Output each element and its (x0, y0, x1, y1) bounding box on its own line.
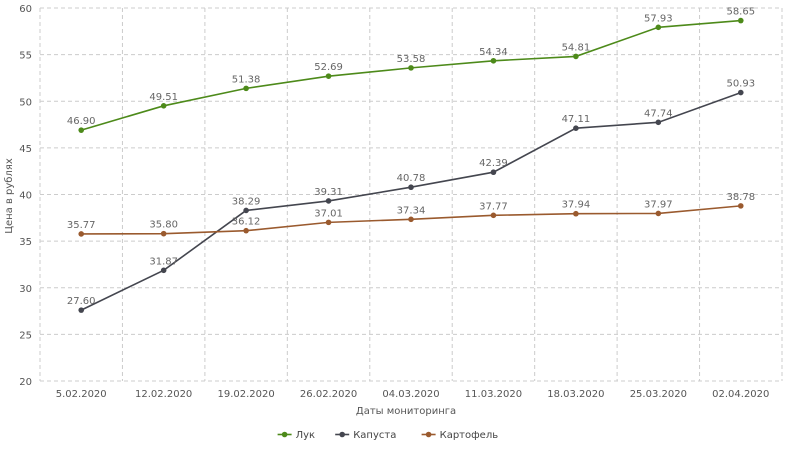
x-tick-label: 02.04.2020 (712, 389, 769, 400)
data-label: 38.29 (232, 196, 261, 207)
data-label: 40.78 (397, 173, 426, 184)
x-tick-label: 12.02.2020 (135, 389, 192, 400)
data-label: 54.34 (479, 47, 508, 58)
data-point[interactable] (573, 125, 579, 131)
legend[interactable]: Лук Капуста Картофель (277, 430, 499, 441)
data-point[interactable] (243, 207, 249, 214)
data-label: 54.81 (562, 42, 591, 53)
series-line (80, 19, 741, 131)
x-axis-title: Даты мониторинга (356, 406, 456, 417)
legend-label: Картофель (440, 430, 499, 441)
y-tick-label: 60 (19, 4, 32, 15)
data-label: 37.01 (314, 208, 343, 219)
data-point[interactable] (243, 85, 249, 92)
data-labels: 46.90 49.51 51.38 52.69 53.58 54.34 54.81 57.93… (67, 7, 755, 308)
series-1 (78, 17, 744, 133)
data-label: 37.97 (644, 199, 673, 210)
data-point[interactable] (408, 65, 414, 71)
y-axis-title: Цена в рублях (4, 158, 15, 234)
data-point[interactable] (655, 119, 662, 126)
x-tick-label: 5.02.2020 (56, 389, 107, 400)
data-label: 31.87 (149, 256, 178, 267)
data-point[interactable] (737, 89, 744, 96)
data-label: 58.65 (726, 7, 755, 18)
y-tick-label: 25 (19, 330, 32, 341)
legend-swatch-marker (339, 431, 346, 438)
data-label: 37.34 (397, 205, 426, 216)
data-point[interactable] (573, 210, 579, 217)
y-tick-label: 35 (19, 237, 32, 248)
x-tick-label: 18.03.2020 (547, 389, 604, 400)
data-point[interactable] (737, 17, 744, 24)
legend-item[interactable]: Капуста (335, 430, 396, 441)
series-group (78, 17, 744, 313)
data-label: 51.38 (232, 74, 261, 85)
data-label: 38.78 (726, 192, 755, 203)
data-label: 42.39 (479, 158, 508, 169)
data-point[interactable] (325, 219, 332, 226)
data-point[interactable] (490, 169, 497, 176)
y-tick-label: 40 (19, 191, 32, 202)
x-tick-label: 04.03.2020 (382, 389, 439, 400)
y-tick-label: 45 (19, 144, 32, 155)
data-label: 46.90 (67, 116, 96, 127)
data-label: 39.31 (314, 187, 343, 198)
data-point[interactable] (325, 198, 332, 204)
legend-item[interactable]: Картофель (421, 430, 499, 441)
legend-label: Капуста (353, 430, 396, 441)
data-label: 35.77 (67, 220, 96, 231)
series-line (80, 91, 742, 311)
data-label: 49.51 (149, 92, 178, 103)
y-tick-label: 20 (19, 377, 32, 388)
data-point[interactable] (78, 127, 85, 133)
series-3 (78, 203, 744, 237)
series-2 (78, 89, 744, 313)
x-tick-label: 26.02.2020 (300, 389, 357, 400)
data-point[interactable] (325, 73, 332, 79)
legend-item[interactable]: Лук (277, 430, 315, 441)
data-label: 27.60 (67, 296, 96, 307)
data-label: 47.74 (644, 108, 673, 119)
y-tick-label: 55 (19, 51, 32, 62)
legend-swatch-marker (425, 431, 432, 438)
y-axis: 20 25 30 35 40 45 50 55 60 (19, 4, 32, 388)
y-tick-label: 50 (19, 97, 32, 108)
legend-label: Лук (296, 430, 315, 441)
data-point[interactable] (78, 231, 85, 237)
data-label: 47.11 (562, 114, 591, 125)
data-point[interactable] (160, 103, 167, 109)
x-tick-label: 11.03.2020 (465, 389, 522, 400)
data-point[interactable] (573, 53, 579, 60)
data-label: 37.94 (562, 200, 591, 211)
grid (39, 7, 783, 382)
data-label: 57.93 (644, 13, 673, 24)
data-point[interactable] (243, 227, 249, 234)
data-point[interactable] (655, 24, 662, 31)
data-point[interactable] (160, 230, 167, 237)
data-label: 35.80 (149, 220, 178, 231)
legend-swatch-marker (281, 431, 288, 438)
data-point[interactable] (490, 212, 497, 219)
data-label: 52.69 (314, 62, 343, 73)
data-point[interactable] (160, 267, 167, 274)
data-label: 50.93 (726, 79, 755, 90)
data-point[interactable] (655, 210, 662, 217)
x-tick-label: 25.03.2020 (630, 389, 687, 400)
data-point[interactable] (737, 203, 744, 209)
data-point[interactable] (408, 216, 414, 223)
x-tick-label: 19.02.2020 (217, 389, 274, 400)
data-point[interactable] (408, 184, 414, 191)
y-tick-label: 30 (19, 284, 32, 295)
data-label: 37.77 (479, 201, 508, 212)
data-point[interactable] (490, 57, 497, 64)
data-label: 53.58 (397, 54, 426, 65)
data-point[interactable] (78, 307, 85, 313)
x-axis: 5.02.2020 12.02.2020 19.02.2020 26.02.2020 0… (56, 389, 770, 400)
data-label: 36.12 (232, 217, 261, 228)
